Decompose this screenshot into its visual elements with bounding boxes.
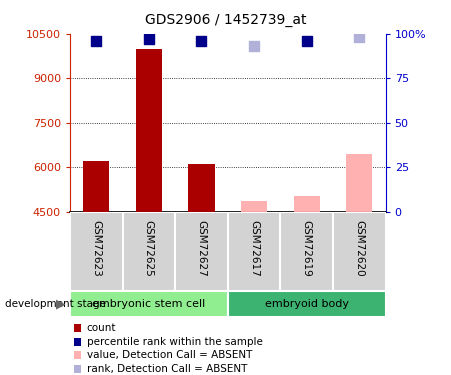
Text: embryoid body: embryoid body [265, 299, 349, 309]
Text: GDS2906 / 1452739_at: GDS2906 / 1452739_at [145, 13, 306, 27]
Text: count: count [87, 323, 116, 333]
Text: GSM72619: GSM72619 [302, 220, 312, 276]
Text: development stage: development stage [5, 299, 106, 309]
Bar [228, 212, 281, 291]
Bar [281, 212, 333, 291]
Bar [175, 212, 228, 291]
Point [145, 36, 152, 42]
Bar [70, 212, 123, 291]
Text: GSM72625: GSM72625 [144, 220, 154, 276]
Text: GSM72623: GSM72623 [91, 220, 101, 276]
Text: GSM72620: GSM72620 [354, 220, 364, 276]
Text: GSM72627: GSM72627 [197, 220, 207, 276]
Point [198, 38, 205, 44]
Bar [189, 164, 215, 212]
Point [92, 38, 100, 44]
Bar [241, 201, 267, 212]
Point [303, 38, 310, 44]
Bar [346, 154, 373, 212]
Point [356, 34, 363, 40]
Point [250, 43, 258, 49]
Text: ▶: ▶ [56, 297, 65, 310]
Text: embryonic stem cell: embryonic stem cell [92, 299, 206, 309]
Text: value, Detection Call = ABSENT: value, Detection Call = ABSENT [87, 350, 252, 360]
Bar [123, 212, 175, 291]
Bar [333, 212, 386, 291]
Text: rank, Detection Call = ABSENT: rank, Detection Call = ABSENT [87, 364, 247, 374]
Bar [70, 291, 228, 317]
Bar [83, 161, 110, 212]
Bar [136, 49, 162, 212]
Bar [228, 291, 386, 317]
Text: percentile rank within the sample: percentile rank within the sample [87, 337, 262, 346]
Text: GSM72617: GSM72617 [249, 220, 259, 276]
Bar [294, 195, 320, 212]
